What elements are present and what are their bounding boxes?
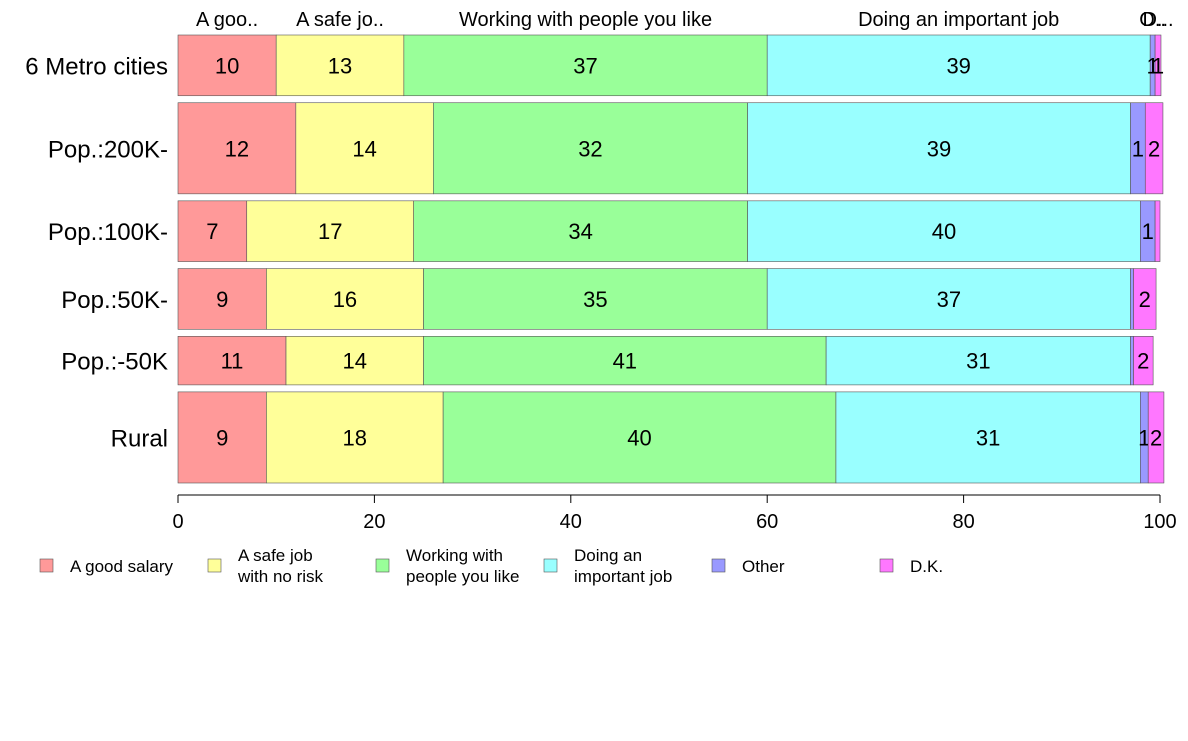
data-label: 12 bbox=[225, 136, 249, 161]
bar-segment bbox=[423, 268, 768, 330]
bar-segment bbox=[423, 336, 827, 386]
bar-segment bbox=[177, 102, 297, 195]
legend-label: Other bbox=[742, 557, 785, 576]
top-series-label: O.. bbox=[1139, 9, 1166, 31]
data-label: 9 bbox=[216, 287, 228, 312]
category-label: Pop.:200K- bbox=[48, 136, 168, 163]
x-tick-label: 80 bbox=[952, 511, 974, 533]
bar-segment bbox=[433, 102, 748, 195]
data-label: 1 bbox=[1142, 219, 1154, 244]
data-label: 7 bbox=[206, 219, 218, 244]
legend-swatch bbox=[879, 558, 894, 573]
bar-segment bbox=[266, 268, 424, 330]
data-label: 17 bbox=[318, 219, 342, 244]
category-label: Pop.:100K- bbox=[48, 219, 168, 246]
legend-label: Working with bbox=[406, 546, 503, 565]
bar-segment bbox=[1130, 268, 1134, 330]
legend-label: Doing an bbox=[574, 546, 642, 565]
data-label: 31 bbox=[976, 425, 1000, 450]
data-label: 34 bbox=[568, 219, 592, 244]
legend-label: important job bbox=[574, 567, 672, 586]
x-tick-label: 100 bbox=[1143, 511, 1176, 533]
data-label: 2 bbox=[1148, 136, 1160, 161]
data-label: 10 bbox=[215, 53, 239, 78]
bar-segment bbox=[177, 200, 248, 262]
data-label: 31 bbox=[966, 349, 990, 374]
data-label: 40 bbox=[932, 219, 956, 244]
data-label: 32 bbox=[578, 136, 602, 161]
bar-segment bbox=[403, 34, 768, 97]
bar-segment bbox=[1144, 102, 1164, 195]
data-label: 16 bbox=[333, 287, 357, 312]
bar-segment bbox=[177, 34, 277, 97]
legend-swatch bbox=[207, 558, 222, 573]
top-series-label: D... bbox=[1142, 9, 1173, 31]
bar-segment bbox=[266, 391, 444, 484]
category-label: Rural bbox=[111, 425, 168, 452]
data-label: 11 bbox=[221, 349, 244, 374]
legend-label: A safe job bbox=[238, 546, 313, 565]
bar-segment bbox=[1133, 336, 1154, 386]
data-label: 2 bbox=[1139, 287, 1151, 312]
data-label: 13 bbox=[328, 53, 352, 78]
data-label: 35 bbox=[583, 287, 607, 312]
data-label: 2 bbox=[1137, 349, 1149, 374]
data-label: 18 bbox=[343, 425, 367, 450]
x-tick-label: 20 bbox=[363, 511, 385, 533]
legend-swatch bbox=[711, 558, 726, 573]
legend-label: D.K. bbox=[910, 557, 943, 576]
data-label: 1 bbox=[1152, 53, 1164, 78]
legend-swatch bbox=[375, 558, 390, 573]
legend-label: people you like bbox=[406, 567, 519, 586]
data-label: 37 bbox=[573, 53, 597, 78]
bar-segment bbox=[1130, 336, 1134, 386]
bar-segment bbox=[177, 336, 287, 386]
bar-segment bbox=[295, 102, 434, 195]
category-label: Pop.:50K- bbox=[61, 287, 168, 314]
bar-segment bbox=[177, 391, 267, 484]
bar-segment bbox=[246, 200, 414, 262]
data-label: 2 bbox=[1150, 425, 1162, 450]
data-label: 1 bbox=[1132, 136, 1144, 161]
data-label: 39 bbox=[927, 136, 951, 161]
bar-segment bbox=[1133, 268, 1157, 330]
category-label: Pop.:-50K bbox=[61, 349, 168, 376]
bar-segment bbox=[177, 268, 267, 330]
bar-segment bbox=[413, 200, 748, 262]
bar-segment bbox=[1154, 34, 1162, 97]
x-tick-label: 0 bbox=[172, 511, 183, 533]
bar-segment bbox=[747, 200, 1141, 262]
legend-swatch bbox=[543, 558, 558, 573]
x-tick-label: 60 bbox=[756, 511, 778, 533]
data-label: 37 bbox=[937, 287, 961, 312]
legend-label: A good salary bbox=[70, 557, 174, 576]
bar-segment bbox=[442, 391, 837, 484]
data-label: 40 bbox=[627, 425, 651, 450]
category-label: 6 Metro cities bbox=[25, 53, 168, 80]
data-label: 39 bbox=[946, 53, 970, 78]
top-series-label: Doing an important job bbox=[858, 9, 1059, 31]
bar-segment bbox=[825, 336, 1131, 386]
x-tick-label: 40 bbox=[560, 511, 582, 533]
top-series-label: A goo.. bbox=[196, 9, 258, 31]
data-label: 14 bbox=[352, 136, 376, 161]
bar-segment bbox=[1154, 200, 1161, 262]
legend-label: with no risk bbox=[237, 567, 324, 586]
data-label: 41 bbox=[613, 349, 637, 374]
top-series-label: Working with people you like bbox=[459, 9, 712, 31]
bar-segment bbox=[1147, 391, 1165, 484]
bar-segment bbox=[275, 34, 405, 97]
legend-swatch bbox=[39, 558, 54, 573]
data-label: 14 bbox=[343, 349, 367, 374]
bar-segment bbox=[766, 34, 1151, 97]
data-label: 9 bbox=[216, 425, 228, 450]
data-label: 1 bbox=[1138, 425, 1150, 450]
bar-segment bbox=[285, 336, 424, 386]
top-series-label: A safe jo.. bbox=[296, 9, 384, 31]
bar-segment bbox=[766, 268, 1131, 330]
